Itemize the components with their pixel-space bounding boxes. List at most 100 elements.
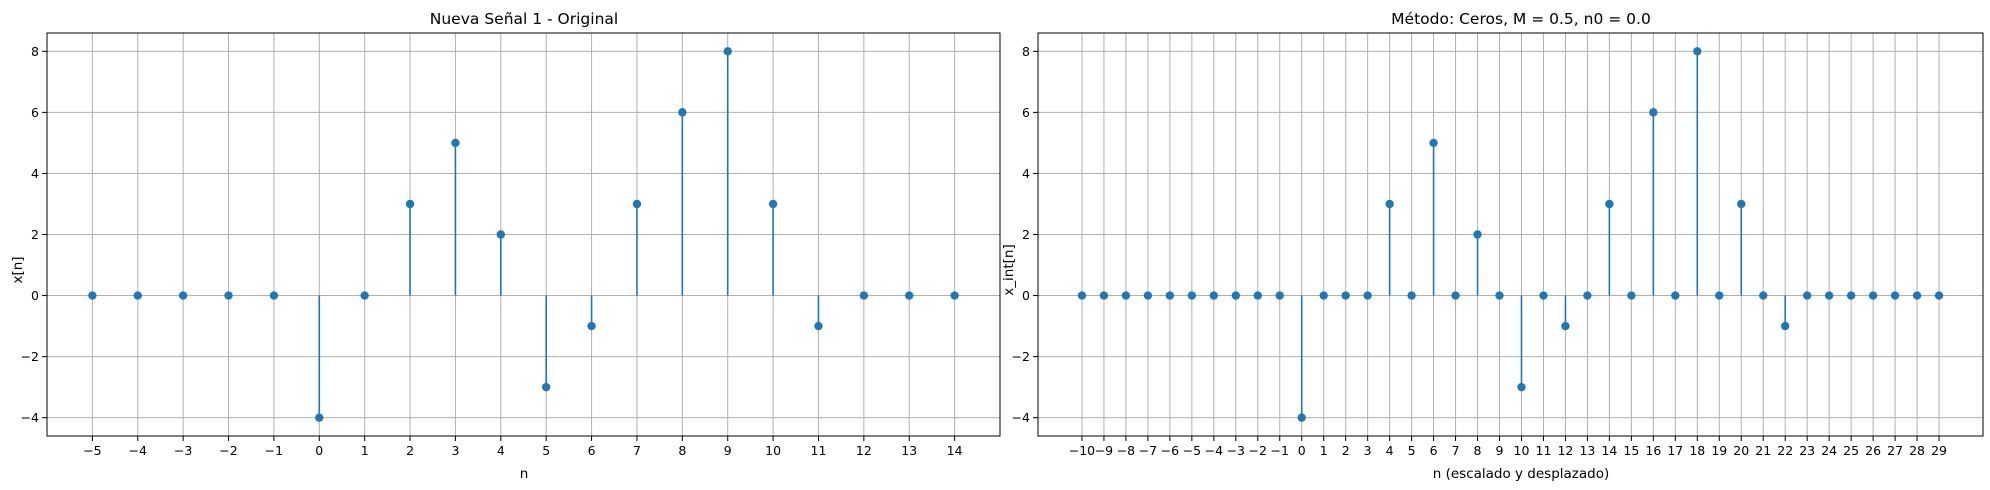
stem-marker xyxy=(496,230,506,239)
stem-marker xyxy=(1715,291,1724,300)
x-tick-label: 14 xyxy=(947,443,963,458)
x-tick-label: 25 xyxy=(1843,443,1859,458)
y-tick-label: 4 xyxy=(31,166,39,181)
stem-marker xyxy=(360,291,369,300)
stem-marker xyxy=(1319,291,1328,300)
x-tick-label: 13 xyxy=(901,443,917,458)
x-tick-label: 12 xyxy=(1557,443,1573,458)
stem-marker xyxy=(1253,291,1262,300)
stem-marker xyxy=(1539,291,1548,300)
chart-title: Método: Ceros, M = 0.5, n0 = 0.0 xyxy=(1391,10,1651,28)
stem-marker xyxy=(768,199,778,209)
x-tick-label: 9 xyxy=(1496,443,1504,458)
stem-marker xyxy=(1890,291,1900,300)
y-axis-label: x_int[n] xyxy=(1001,244,1017,295)
markers xyxy=(88,47,959,422)
x-tick-label: 3 xyxy=(1364,443,1372,458)
stem-marker xyxy=(1495,291,1504,300)
stem-marker xyxy=(1605,199,1614,209)
stem-marker xyxy=(88,291,97,300)
x-tick-label: −10 xyxy=(1069,443,1095,458)
stem-marker xyxy=(1627,291,1636,300)
y-tick-label: −2 xyxy=(1012,349,1030,364)
stem-marker xyxy=(1275,291,1284,300)
stem-marker xyxy=(451,138,460,148)
x-tick-label: −8 xyxy=(1117,443,1135,458)
x-tick-label: 24 xyxy=(1821,443,1837,458)
x-tick-label: 0 xyxy=(315,443,323,458)
stem-marker xyxy=(1165,291,1175,300)
stem-marker xyxy=(1121,291,1131,300)
x-tick-label: 18 xyxy=(1689,443,1705,458)
x-tick-label: 10 xyxy=(1514,443,1530,458)
x-tick-label: 6 xyxy=(1430,443,1438,458)
x-tick-label: 10 xyxy=(765,443,781,458)
x-tick-label: 2 xyxy=(406,443,414,458)
x-tick-label: −3 xyxy=(1227,443,1245,458)
stem-marker xyxy=(1429,138,1438,148)
x-tick-label: 20 xyxy=(1733,443,1749,458)
x-tick-label: 28 xyxy=(1909,443,1925,458)
stem-marker xyxy=(133,291,142,300)
stem-marker xyxy=(1737,199,1746,209)
stem-marker xyxy=(723,47,732,56)
plot-frame xyxy=(1037,32,1984,437)
stem-marker xyxy=(1759,291,1768,300)
stem-marker xyxy=(178,291,188,300)
stem-marker xyxy=(814,321,823,331)
grid xyxy=(1038,33,1983,436)
stem-marker xyxy=(1781,321,1790,331)
x-tick-label: 12 xyxy=(856,443,872,458)
x-tick-label: −2 xyxy=(219,443,237,458)
stem-marker xyxy=(1473,230,1482,239)
stem-marker xyxy=(269,291,279,300)
x-axis-label: n xyxy=(520,466,529,482)
chart-title: Nueva Señal 1 - Original xyxy=(430,10,618,28)
x-tick-label: −5 xyxy=(83,443,101,458)
x-tick-label: 16 xyxy=(1645,443,1661,458)
x-tick-label: 13 xyxy=(1579,443,1595,458)
stem-marker xyxy=(1385,199,1394,209)
stem-marker xyxy=(315,413,324,422)
stem-marker xyxy=(405,199,415,209)
y-axis-label: x[n] xyxy=(10,256,26,283)
stem-marker xyxy=(1824,291,1834,300)
y-tick-label: 6 xyxy=(1022,105,1030,120)
x-tick-label: 5 xyxy=(1408,443,1416,458)
x-axis-label: n (escalado y desplazado) xyxy=(1433,466,1610,482)
x-tick-label: 11 xyxy=(811,443,827,458)
y-tick-label: 8 xyxy=(1022,44,1030,59)
y-tick-label: 2 xyxy=(31,227,39,242)
x-tick-label: 1 xyxy=(1320,443,1328,458)
x-tick-label: 19 xyxy=(1711,443,1727,458)
stem-marker xyxy=(1143,291,1153,300)
x-tick-label: −1 xyxy=(1271,443,1289,458)
stem-marker xyxy=(905,291,914,300)
plot-frame xyxy=(46,32,1001,437)
x-tick-label: 6 xyxy=(588,443,596,458)
stem-marker xyxy=(1846,291,1856,300)
stem-marker xyxy=(1187,291,1197,300)
stem-marker xyxy=(1297,413,1306,422)
stems xyxy=(318,51,820,418)
x-tick-label: 21 xyxy=(1755,443,1771,458)
x-tick-label: −9 xyxy=(1095,443,1113,458)
stem-marker xyxy=(1868,291,1878,300)
stem-marker xyxy=(1341,291,1350,300)
y-tick-label: −4 xyxy=(21,410,39,425)
y-tick-label: 8 xyxy=(31,44,39,59)
x-tick-label: 8 xyxy=(1474,443,1482,458)
markers xyxy=(1077,47,1944,422)
x-tick-label: 17 xyxy=(1667,443,1683,458)
y-tick-label: 6 xyxy=(31,105,39,120)
stem-marker xyxy=(541,382,551,392)
chart-interpolated: Método: Ceros, M = 0.5, n0 = 0.0 n (esca… xyxy=(1001,10,1984,482)
stem-marker xyxy=(1802,291,1812,300)
x-tick-label: 29 xyxy=(1931,443,1947,458)
stem-marker xyxy=(950,291,959,300)
stem-marker xyxy=(1693,47,1702,56)
stem-marker xyxy=(1517,382,1526,392)
y-tick-label: 4 xyxy=(1022,166,1030,181)
x-tick-label: −1 xyxy=(265,443,283,458)
